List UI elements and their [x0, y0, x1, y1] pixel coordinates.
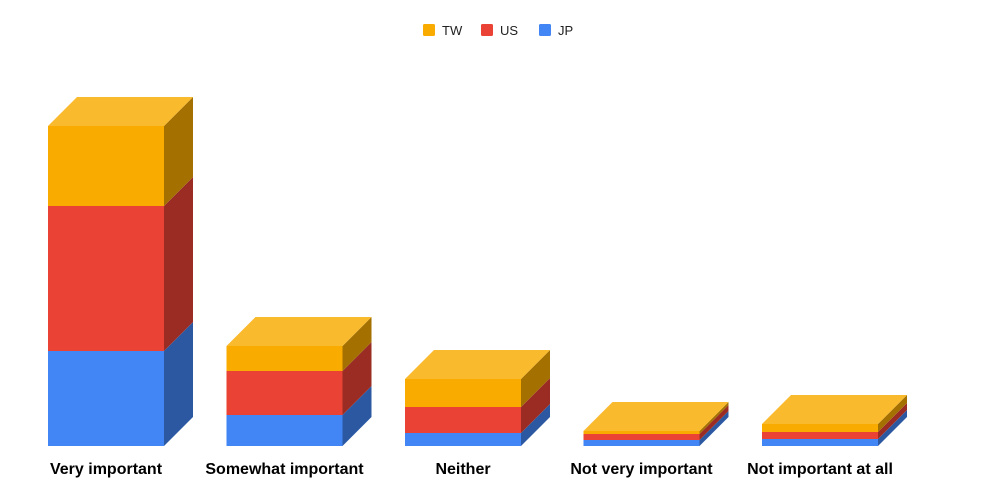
legend-swatch-tw	[423, 24, 435, 36]
bar-jp-2-front	[405, 433, 521, 446]
bar-tw-3-front	[583, 431, 700, 434]
bar-jp-0-front	[48, 351, 164, 446]
bar-jp-3-side	[699, 411, 729, 446]
bar-tw-1-top	[226, 317, 372, 346]
bar-jp-4-side	[878, 410, 907, 446]
bar-tw-4-side	[878, 395, 907, 432]
bar-jp-1-side	[342, 386, 372, 446]
bar-us-3-front	[583, 434, 700, 440]
bar-tw-4-top	[762, 395, 907, 424]
bar-stack-3	[583, 402, 729, 446]
bar-us-1-side	[342, 342, 372, 415]
category-label-3: Not very important	[570, 461, 713, 478]
bar-jp-1-front	[226, 415, 343, 446]
legend-label-tw: TW	[442, 23, 463, 38]
bar-tw-2-side	[521, 350, 550, 407]
bar-jp-2-side	[521, 404, 550, 446]
bar-stack-0	[48, 97, 193, 446]
legend-label-jp: JP	[558, 23, 573, 38]
bar-stack-1	[226, 317, 372, 446]
bar-us-0-side	[164, 177, 193, 351]
bar-us-3-side	[699, 405, 729, 440]
bar-stack-4	[762, 395, 907, 446]
legend-swatch-us	[481, 24, 493, 36]
legend-swatch-jp	[539, 24, 551, 36]
category-label-0: Very important	[50, 461, 163, 478]
bar-us-0-front	[48, 206, 164, 351]
bar-us-4-side	[878, 403, 907, 439]
category-label-2: Neither	[435, 461, 490, 478]
bar-tw-3-side	[699, 402, 729, 434]
bar-us-4-front	[762, 432, 878, 439]
bar-tw-0-front	[48, 126, 164, 206]
bar-us-2-side	[521, 378, 550, 433]
bar-us-1-front	[226, 371, 343, 415]
bar-jp-0-side	[164, 322, 193, 446]
category-label-4: Not important at all	[747, 461, 893, 478]
bar-tw-2-top	[405, 350, 550, 379]
bar-jp-4-front	[762, 439, 878, 446]
bars	[48, 97, 907, 446]
bar-stack-2	[405, 350, 550, 446]
category-labels: Very important Somewhat important Neither N…	[50, 461, 893, 478]
bar-tw-2-front	[405, 379, 521, 407]
bar-jp-3-front	[583, 440, 700, 446]
legend-label-us: US	[500, 23, 518, 38]
bar-us-2-front	[405, 407, 521, 433]
bar-tw-1-side	[342, 317, 372, 371]
bar-tw-4-front	[762, 424, 878, 432]
bar-tw-0-side	[164, 97, 193, 206]
legend: TW US JP	[423, 23, 573, 38]
bar-tw-1-front	[226, 346, 343, 371]
bar-tw-0-top	[48, 97, 193, 126]
category-label-1: Somewhat important	[205, 461, 364, 478]
bar-tw-3-top	[583, 402, 729, 431]
